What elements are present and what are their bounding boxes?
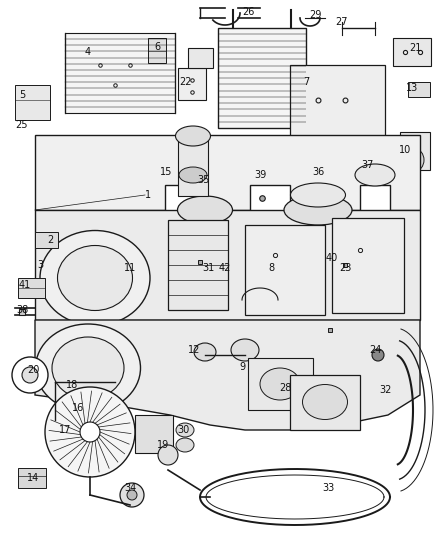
Circle shape: [372, 349, 384, 361]
Polygon shape: [15, 85, 50, 120]
Text: 11: 11: [124, 263, 136, 273]
Text: 37: 37: [362, 160, 374, 170]
Polygon shape: [18, 278, 45, 298]
Polygon shape: [35, 210, 420, 320]
Text: 41: 41: [19, 280, 31, 290]
Text: 15: 15: [160, 167, 172, 177]
Ellipse shape: [406, 149, 424, 171]
Ellipse shape: [176, 126, 211, 146]
Text: 13: 13: [406, 83, 418, 93]
Text: 4: 4: [85, 47, 91, 57]
Ellipse shape: [57, 246, 133, 311]
Ellipse shape: [355, 164, 395, 186]
Polygon shape: [35, 135, 420, 210]
Ellipse shape: [179, 167, 207, 183]
Text: 10: 10: [399, 145, 411, 155]
Bar: [332, 218, 404, 313]
Ellipse shape: [303, 384, 347, 419]
Text: 36: 36: [312, 167, 324, 177]
Bar: [408, 82, 430, 97]
Ellipse shape: [40, 230, 150, 326]
Ellipse shape: [177, 196, 233, 224]
Text: 3: 3: [37, 260, 43, 270]
Polygon shape: [35, 320, 420, 430]
Bar: [245, 225, 325, 315]
Text: 1: 1: [145, 190, 151, 200]
Text: 5: 5: [19, 90, 25, 100]
Text: 22: 22: [179, 77, 191, 87]
Text: 31: 31: [202, 263, 214, 273]
Circle shape: [80, 422, 100, 442]
Text: 35: 35: [198, 175, 210, 185]
Text: 42: 42: [219, 263, 231, 273]
Ellipse shape: [260, 368, 300, 400]
Text: 19: 19: [157, 440, 169, 450]
Text: 29: 29: [309, 10, 321, 20]
Text: 33: 33: [322, 483, 334, 493]
Text: 20: 20: [27, 365, 39, 375]
Ellipse shape: [231, 339, 259, 361]
Bar: [148, 38, 166, 63]
Ellipse shape: [176, 423, 194, 437]
Text: 12: 12: [188, 345, 200, 355]
Text: 26: 26: [242, 7, 254, 17]
Circle shape: [22, 367, 38, 383]
Circle shape: [120, 483, 144, 507]
Bar: [218, 28, 306, 128]
Text: 23: 23: [339, 263, 351, 273]
Circle shape: [158, 445, 178, 465]
Circle shape: [45, 387, 135, 477]
Text: 32: 32: [379, 385, 391, 395]
Polygon shape: [35, 232, 58, 248]
Circle shape: [127, 490, 137, 500]
Text: 21: 21: [409, 43, 421, 53]
Text: 7: 7: [303, 77, 309, 87]
Bar: [178, 68, 206, 100]
Bar: [393, 38, 431, 66]
Bar: [168, 220, 228, 310]
Text: 18: 18: [66, 380, 78, 390]
Text: 38: 38: [16, 305, 28, 315]
Text: 2: 2: [47, 235, 53, 245]
Polygon shape: [65, 33, 175, 113]
Text: 39: 39: [254, 170, 266, 180]
Ellipse shape: [194, 343, 216, 361]
Text: 34: 34: [124, 483, 136, 493]
Bar: [400, 132, 430, 170]
Bar: [188, 48, 213, 68]
Text: 40: 40: [326, 253, 338, 263]
Circle shape: [12, 357, 48, 393]
Text: 28: 28: [279, 383, 291, 393]
Text: 17: 17: [59, 425, 71, 435]
Ellipse shape: [52, 337, 124, 399]
Text: 8: 8: [268, 263, 274, 273]
Text: 16: 16: [72, 403, 84, 413]
Bar: [135, 415, 173, 453]
Bar: [290, 375, 360, 430]
Ellipse shape: [176, 438, 194, 452]
Ellipse shape: [290, 183, 346, 207]
Text: 30: 30: [177, 425, 189, 435]
Bar: [248, 358, 313, 410]
Text: 6: 6: [154, 42, 160, 52]
Ellipse shape: [284, 195, 352, 225]
Text: 9: 9: [239, 362, 245, 372]
Text: 14: 14: [27, 473, 39, 483]
Text: 27: 27: [336, 17, 348, 27]
Bar: [178, 136, 208, 196]
Bar: [18, 468, 46, 488]
Bar: [290, 65, 385, 170]
Text: 25: 25: [16, 120, 28, 130]
Text: 24: 24: [369, 345, 381, 355]
Ellipse shape: [35, 324, 141, 412]
